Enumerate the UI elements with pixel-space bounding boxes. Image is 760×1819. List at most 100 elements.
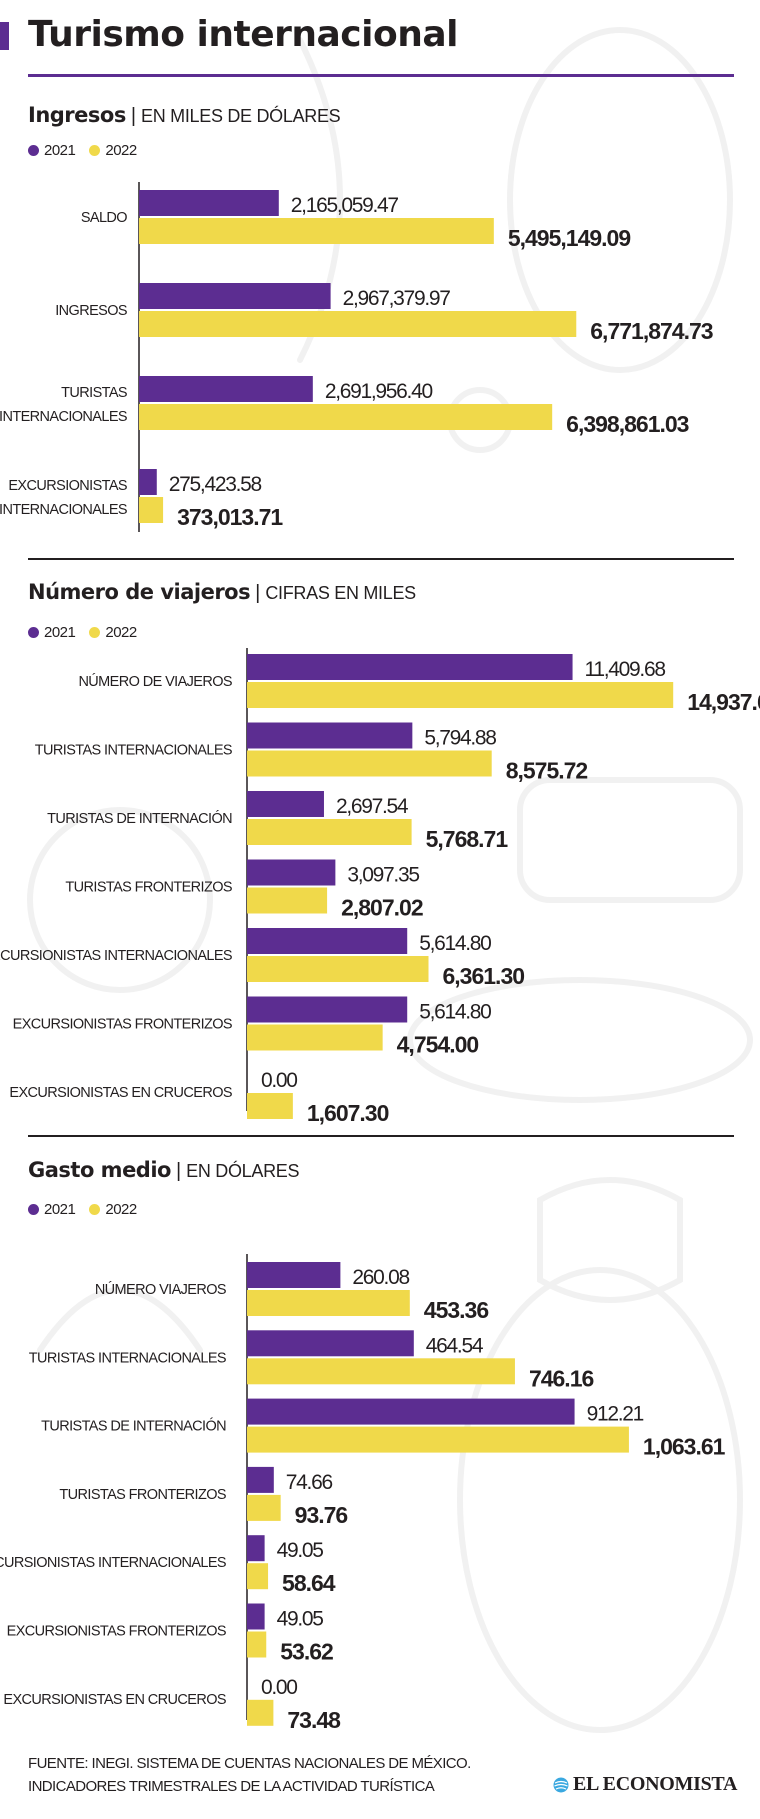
data-label-2021: 49.05 [277, 1539, 324, 1562]
bar-2021 [247, 996, 408, 1023]
bar-2021 [247, 1398, 575, 1425]
bar-group: 912.21 1,063.61 TURISTAS DE INTERNACIÓN [41, 1398, 727, 1460]
section-divider [28, 1135, 734, 1137]
legend-label: 2021 [44, 142, 76, 159]
bar-2021 [247, 1603, 265, 1630]
data-label-2021: 2,697.54 [336, 795, 409, 818]
data-label-2022: 4,754.00 [397, 1032, 479, 1058]
legend-gasto: 2021 2022 [28, 1201, 147, 1218]
legend-dot-2022 [89, 627, 101, 638]
bar-2022 [247, 1494, 281, 1521]
bar-2022 [247, 1699, 274, 1726]
data-label-2021: 74.66 [286, 1471, 333, 1494]
data-label-2021: 275,423.58 [169, 473, 262, 496]
data-label-2022: 1,607.30 [307, 1100, 389, 1126]
data-label-2022: 53.62 [280, 1639, 333, 1665]
legend-viajeros: 2021 2022 [28, 624, 147, 641]
bar-group: 49.05 58.64 EXCURSIONISTAS INTERNACIONALES [0, 1535, 337, 1596]
legend-dot-2022 [89, 1204, 101, 1215]
bar-2021 [247, 859, 336, 886]
data-label-2021: 11,409.68 [585, 658, 666, 681]
bar-2021 [247, 1466, 274, 1493]
bar-group: 2,697.54 5,768.71 TURISTAS DE INTERNACIÓN [47, 791, 509, 852]
bar-2022 [247, 1426, 629, 1453]
bar-2022 [247, 682, 674, 708]
category-label: EXCURSIONISTAS FRONTERIZOS [13, 1017, 232, 1033]
bar-2021 [247, 791, 324, 817]
bar-2022 [139, 218, 494, 244]
bar-group: 5,614.80 4,754.00 EXCURSIONISTAS FRONTERIZ… [13, 996, 492, 1058]
category-label: NÚMERO VIAJEROS [95, 1281, 226, 1298]
category-label: TURISTAS FRONTERIZOS [65, 880, 232, 896]
legend-label: 2022 [105, 142, 137, 159]
section-header-viajeros: Número de viajeros | CIFRAS EN MILES [28, 580, 416, 605]
data-label-2021: 5,794.88 [424, 727, 496, 750]
bar-group: 275,423.58 373,013.71 EXCURSIONISTAS INTERN… [0, 469, 284, 530]
bar-2022 [247, 1631, 267, 1658]
legend-item-2022: 2022 [89, 1201, 137, 1218]
bar-2022 [247, 1290, 410, 1316]
legend-ingresos: 2021 2022 [28, 142, 147, 159]
data-label-2022: 93.76 [295, 1502, 348, 1528]
section-separator: | [255, 582, 261, 604]
data-label-2021: 0.00 [261, 1676, 297, 1699]
data-label-2022: 5,495,149.09 [508, 225, 631, 251]
data-label-2022: 6,771,874.73 [590, 318, 713, 344]
globe-icon [553, 1777, 569, 1792]
bar-2022 [247, 1358, 515, 1385]
category-label: TURISTAS INTERNACIONALES [29, 1350, 226, 1366]
bar-group: 2,967,379.97 6,771,874.73 INGRESOS [55, 283, 714, 344]
section-separator: | [175, 1160, 182, 1182]
section-subtitle: CIFRAS EN MILES [265, 583, 416, 603]
bar-2021 [139, 283, 331, 309]
bar-group: 74.66 93.76 TURISTAS FRONTERIZOS [59, 1466, 348, 1528]
category-label: EXCURSIONISTAS EN CRUCEROS [3, 1692, 226, 1708]
data-label-2022: 6,361.30 [443, 963, 525, 989]
legend-label: 2021 [44, 1201, 76, 1218]
data-label-2022: 453.36 [424, 1297, 489, 1323]
bar-2022 [139, 311, 577, 337]
category-label: EXCURSIONISTAS FRONTERIZOS [7, 1624, 226, 1640]
bar-group: 5,614.80 6,361.30 EXCURSIONISTAS INTERNACI… [0, 928, 525, 989]
section-title: Gasto medio [28, 1158, 171, 1182]
data-label-2022: 6,398,861.03 [566, 411, 689, 437]
section-divider [28, 558, 734, 560]
data-label-2022: 373,013.71 [177, 504, 283, 530]
legend-dot-2021 [28, 1204, 39, 1215]
category-label: TURISTAS DE INTERNACIÓN [41, 1418, 226, 1435]
section-subtitle: EN DÓLARES [186, 1161, 300, 1181]
section-header-gasto: Gasto medio | EN DÓLARES [28, 1158, 300, 1183]
data-label-2021: 912.21 [587, 1403, 644, 1426]
data-label-2021: 3,097.35 [347, 864, 419, 887]
data-label-2022: 746.16 [529, 1365, 594, 1391]
legend-dot-2021 [28, 627, 39, 638]
data-label-2021: 5,614.80 [419, 932, 491, 955]
bar-2022 [247, 1024, 383, 1051]
category-label: EXCURSIONISTAS EN CRUCEROS [9, 1085, 232, 1101]
legend-dot-2022 [89, 145, 101, 156]
page-title: Turismo internacional [28, 14, 458, 55]
bar-group: 260.08 453.36 NÚMERO VIAJEROS [95, 1262, 489, 1323]
bar-2021 [139, 469, 157, 495]
category-label: TURISTAS FRONTERIZOS [59, 1487, 226, 1503]
category-label: INTERNACIONALES [0, 502, 127, 518]
data-label-2021: 0.00 [261, 1069, 297, 1092]
data-label-2022: 1,063.61 [643, 1434, 726, 1460]
bar-2022 [247, 1563, 269, 1590]
data-label-2021: 2,165,059.47 [291, 194, 399, 217]
legend-item-2021: 2021 [28, 624, 76, 641]
category-label: EXCURSIONISTAS INTERNACIONALES [0, 1555, 226, 1571]
bar-group: 2,165,059.47 5,495,149.09 SALDO [81, 190, 631, 251]
data-label-2021: 464.54 [426, 1334, 484, 1357]
data-label-2021: 49.05 [277, 1608, 324, 1631]
bar-2021 [247, 928, 408, 954]
section-header-ingresos: Ingresos | EN MILES DE DÓLARES [28, 103, 341, 128]
bar-2021 [247, 1535, 265, 1562]
title-accent-bar [0, 22, 9, 50]
bar-2021 [247, 654, 573, 680]
data-label-2022: 5,768.71 [426, 826, 509, 852]
bar-2022 [247, 887, 328, 914]
source-note: FUENTE: INEGI. SISTEMA DE CUENTAS NACION… [28, 1755, 471, 1795]
